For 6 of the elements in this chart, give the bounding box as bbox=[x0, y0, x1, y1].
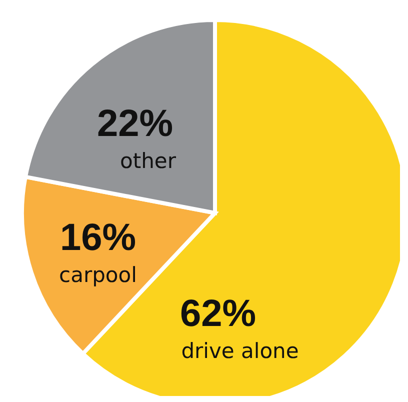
slice-label: carpool bbox=[59, 263, 137, 287]
data-label: 62% bbox=[180, 293, 256, 335]
slice-label: other bbox=[120, 149, 176, 173]
data-label: 16% bbox=[60, 217, 136, 259]
slice-label: drive alone bbox=[181, 339, 299, 363]
data-label: 22% bbox=[96, 103, 174, 145]
